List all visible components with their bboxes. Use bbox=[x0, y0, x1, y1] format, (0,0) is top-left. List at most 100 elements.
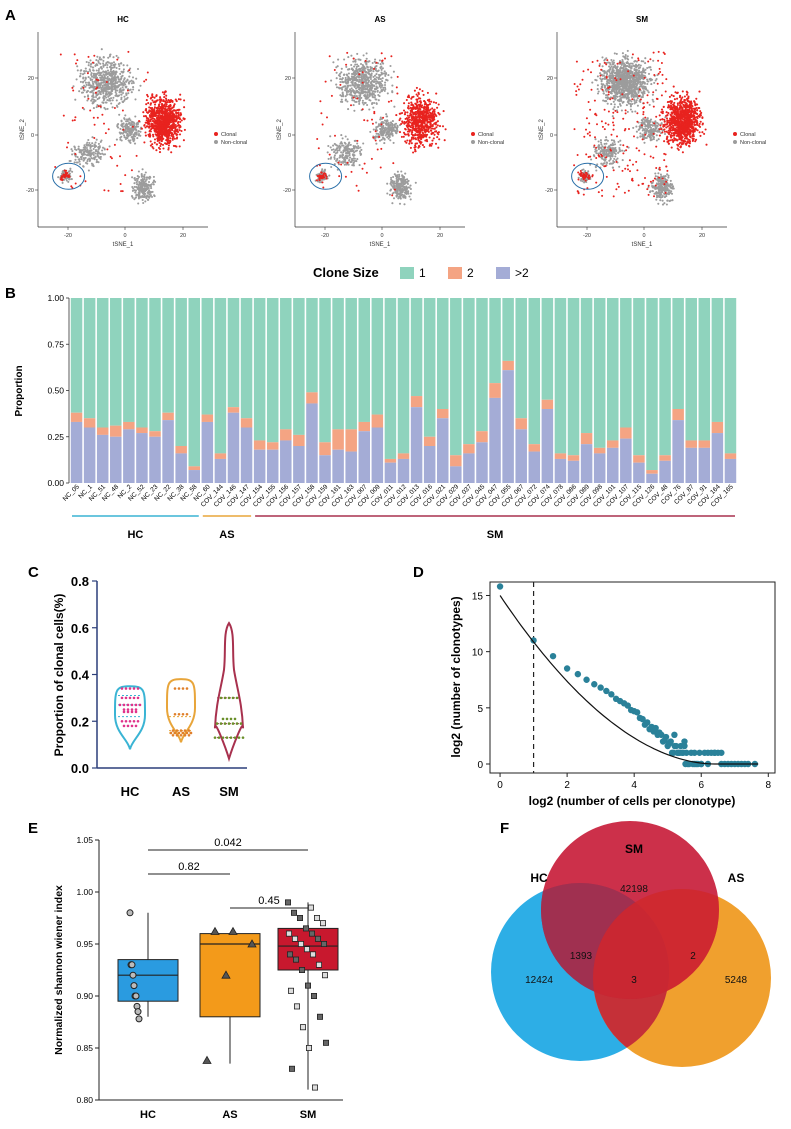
tsne-point-nonclonal bbox=[378, 81, 381, 84]
tsne-point-nonclonal bbox=[109, 62, 112, 65]
tsne-point-clonal bbox=[162, 147, 165, 150]
tsne-point-nonclonal bbox=[335, 77, 338, 80]
tsne-point-nonclonal bbox=[131, 76, 135, 79]
tsne-point-nonclonal bbox=[117, 85, 120, 89]
tsne-point-clonal bbox=[150, 96, 153, 99]
tsne-point-nonclonal bbox=[80, 158, 83, 161]
tsne-point-nonclonal bbox=[344, 78, 347, 81]
tsne-point-nonclonal bbox=[87, 169, 90, 172]
tsne-point-nonclonal bbox=[97, 71, 100, 74]
tsne-point-nonclonal bbox=[369, 93, 372, 96]
tsne-point-nonclonal bbox=[87, 70, 90, 73]
tsne-point-nonclonal bbox=[118, 67, 121, 70]
tsne-point-nonclonal bbox=[102, 91, 105, 94]
tsne-point-nonclonal bbox=[367, 84, 370, 87]
tsne-point-nonclonal bbox=[84, 81, 87, 84]
tsne-point-nonclonal bbox=[107, 79, 110, 82]
tsne-point-nonclonal bbox=[94, 81, 97, 84]
tsne-point-nonclonal bbox=[74, 98, 77, 101]
tsne-point-nonclonal bbox=[126, 120, 129, 123]
tsne-point-nonclonal bbox=[613, 52, 616, 55]
tsne-point-clonal bbox=[168, 109, 171, 112]
tsne-point-nonclonal bbox=[135, 193, 138, 196]
tsne-point-clonal bbox=[103, 122, 105, 125]
tsne-point-nonclonal bbox=[86, 89, 90, 93]
tsne-point-nonclonal bbox=[134, 115, 137, 118]
tsne-point-nonclonal bbox=[94, 73, 98, 76]
tsne-point-clonal bbox=[405, 98, 408, 102]
tsne-point-clonal bbox=[355, 184, 358, 187]
tsne-point-nonclonal bbox=[624, 54, 627, 57]
tsne-point-clonal bbox=[321, 123, 324, 126]
tsne-point-clonal bbox=[172, 135, 175, 139]
tsne-point-nonclonal bbox=[650, 83, 653, 86]
tsne-point-clonal bbox=[130, 169, 133, 172]
tsne-point-clonal bbox=[373, 112, 376, 115]
tsne-point-clonal bbox=[415, 120, 418, 123]
tsne-point-nonclonal bbox=[392, 141, 395, 144]
tsne-point-nonclonal bbox=[79, 80, 82, 83]
tsne-point-clonal bbox=[158, 139, 161, 142]
tsne-point-nonclonal bbox=[380, 138, 383, 141]
tsne-point-nonclonal bbox=[95, 161, 98, 164]
tsne-point-clonal bbox=[76, 59, 79, 62]
tsne-point-nonclonal bbox=[380, 90, 383, 93]
tsne-point-nonclonal bbox=[365, 84, 368, 87]
tsne-point-nonclonal bbox=[379, 132, 382, 135]
tsne-point-nonclonal bbox=[91, 89, 94, 92]
tsne-point-nonclonal bbox=[115, 92, 118, 96]
tsne-point-nonclonal bbox=[360, 69, 363, 72]
tsne-point-clonal bbox=[406, 114, 409, 117]
tsne-point-nonclonal bbox=[118, 88, 121, 91]
tsne-y-tick-label: 20 bbox=[28, 76, 34, 82]
tsne-point-nonclonal bbox=[372, 80, 375, 83]
tsne-point-nonclonal bbox=[101, 84, 104, 87]
tsne-point-nonclonal bbox=[367, 71, 370, 75]
tsne-point-nonclonal bbox=[90, 99, 93, 102]
tsne-point-nonclonal bbox=[91, 142, 94, 145]
tsne-point-clonal bbox=[96, 116, 99, 119]
tsne-point-nonclonal bbox=[339, 146, 342, 149]
tsne-point-nonclonal bbox=[335, 71, 338, 74]
tsne-point-nonclonal bbox=[367, 68, 370, 71]
tsne-point-clonal bbox=[101, 113, 104, 116]
tsne-point-clonal bbox=[395, 86, 398, 89]
tsne-point-clonal bbox=[116, 164, 119, 167]
tsne-point-clonal bbox=[149, 102, 153, 105]
tsne-point-nonclonal bbox=[398, 182, 401, 186]
tsne-point-nonclonal bbox=[348, 150, 351, 153]
tsne-point-nonclonal bbox=[96, 152, 99, 155]
tsne-point-nonclonal bbox=[399, 197, 402, 200]
tsne-point-nonclonal bbox=[120, 75, 123, 78]
tsne-point-nonclonal bbox=[87, 154, 90, 157]
tsne-point-clonal bbox=[444, 128, 447, 131]
tsne-point-nonclonal bbox=[390, 76, 393, 79]
tsne-point-clonal bbox=[179, 98, 182, 101]
tsne-point-nonclonal bbox=[85, 146, 88, 150]
tsne-point-nonclonal bbox=[93, 158, 96, 161]
tsne-point-nonclonal bbox=[86, 94, 90, 97]
tsne-point-nonclonal bbox=[346, 100, 349, 103]
tsne-x-tick-label: -20 bbox=[321, 233, 329, 239]
tsne-point-clonal bbox=[428, 136, 431, 139]
tsne-point-nonclonal bbox=[110, 64, 113, 67]
tsne-point-nonclonal bbox=[120, 90, 123, 93]
tsne-point-clonal bbox=[178, 129, 181, 132]
tsne-point-nonclonal bbox=[362, 103, 365, 106]
tsne-point-nonclonal bbox=[391, 202, 394, 205]
tsne-point-clonal bbox=[71, 119, 74, 122]
tsne-point-nonclonal bbox=[148, 177, 151, 180]
tsne-point-nonclonal bbox=[74, 158, 77, 161]
tsne-point-nonclonal bbox=[381, 127, 384, 130]
tsne-point-nonclonal bbox=[95, 158, 98, 161]
tsne-point-clonal bbox=[176, 121, 179, 125]
panel-label-f: F bbox=[500, 820, 509, 837]
tsne-point-clonal bbox=[411, 129, 414, 132]
tsne-point-clonal bbox=[320, 171, 323, 174]
tsne-point-nonclonal bbox=[601, 65, 604, 68]
tsne-point-clonal bbox=[156, 99, 159, 102]
tsne-point-nonclonal bbox=[608, 70, 611, 73]
tsne-point-clonal bbox=[148, 132, 151, 136]
tsne-point-nonclonal bbox=[107, 61, 110, 64]
